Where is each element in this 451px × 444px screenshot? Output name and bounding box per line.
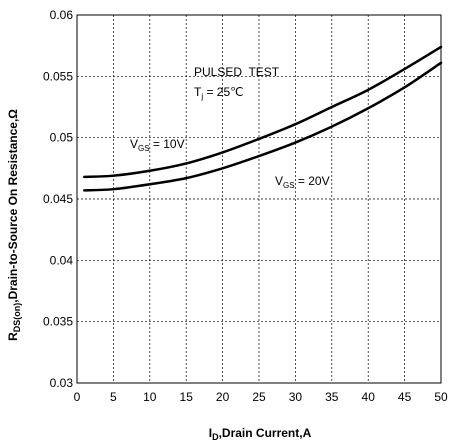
vgs20-main: V (275, 174, 283, 188)
x-tick-label: 0 (74, 390, 81, 404)
x-tick-label: 20 (216, 390, 230, 404)
y-tick-label: 0.03 (50, 376, 74, 390)
y-tick-label: 0.035 (43, 315, 73, 329)
annotation-temperature-rest: = 25℃ (203, 85, 244, 99)
vgs10-rest: = 10V (150, 137, 185, 151)
annotation-pulsed-test: PULSED TEST (194, 65, 280, 79)
x-tick-label: 15 (180, 390, 194, 404)
y-tick-label: 0.04 (50, 253, 74, 267)
series-label-vgs-10v: VGS = 10V (130, 137, 185, 153)
x-axis-title-rest: ,Drain Current,A (219, 426, 312, 440)
x-tick-label: 10 (143, 390, 157, 404)
y-axis-title: RDS(on),Drain-to-Source On Resistance,Ω (6, 109, 22, 341)
vgs10-sub: GS (138, 144, 150, 153)
x-tick-label: 35 (325, 390, 339, 404)
x-tick-label: 25 (252, 390, 266, 404)
x-tick-label: 30 (289, 390, 303, 404)
vgs10-main: V (130, 137, 138, 151)
y-axis-title-main: R (6, 332, 20, 341)
y-axis-title-sub: DS(on) (12, 303, 22, 333)
x-tick-labels: 0 5 10 15 20 25 30 35 40 45 50 (74, 390, 448, 404)
series-label-vgs-20v: VGS = 20V (275, 174, 330, 190)
y-tick-labels: 0.03 0.035 0.04 0.045 0.05 0.055 0.06 (43, 8, 73, 390)
vgs20-sub: GS (283, 181, 295, 190)
y-tick-label: 0.06 (50, 8, 74, 22)
x-tick-label: 50 (434, 390, 448, 404)
y-tick-label: 0.055 (43, 69, 73, 83)
x-tick-label: 45 (398, 390, 412, 404)
y-axis-title-rest: ,Drain-to-Source On Resistance,Ω (6, 109, 20, 303)
vgs20-rest: = 20V (295, 174, 330, 188)
x-tick-label: 40 (362, 390, 376, 404)
x-tick-label: 5 (110, 390, 117, 404)
annotation-junction-temperature: Tj = 25℃ (194, 85, 244, 101)
series-line-vgs-20v (84, 63, 441, 191)
y-tick-label: 0.05 (50, 131, 74, 145)
x-axis-title: ID,Drain Current,A (209, 426, 312, 442)
y-tick-label: 0.045 (43, 192, 73, 206)
